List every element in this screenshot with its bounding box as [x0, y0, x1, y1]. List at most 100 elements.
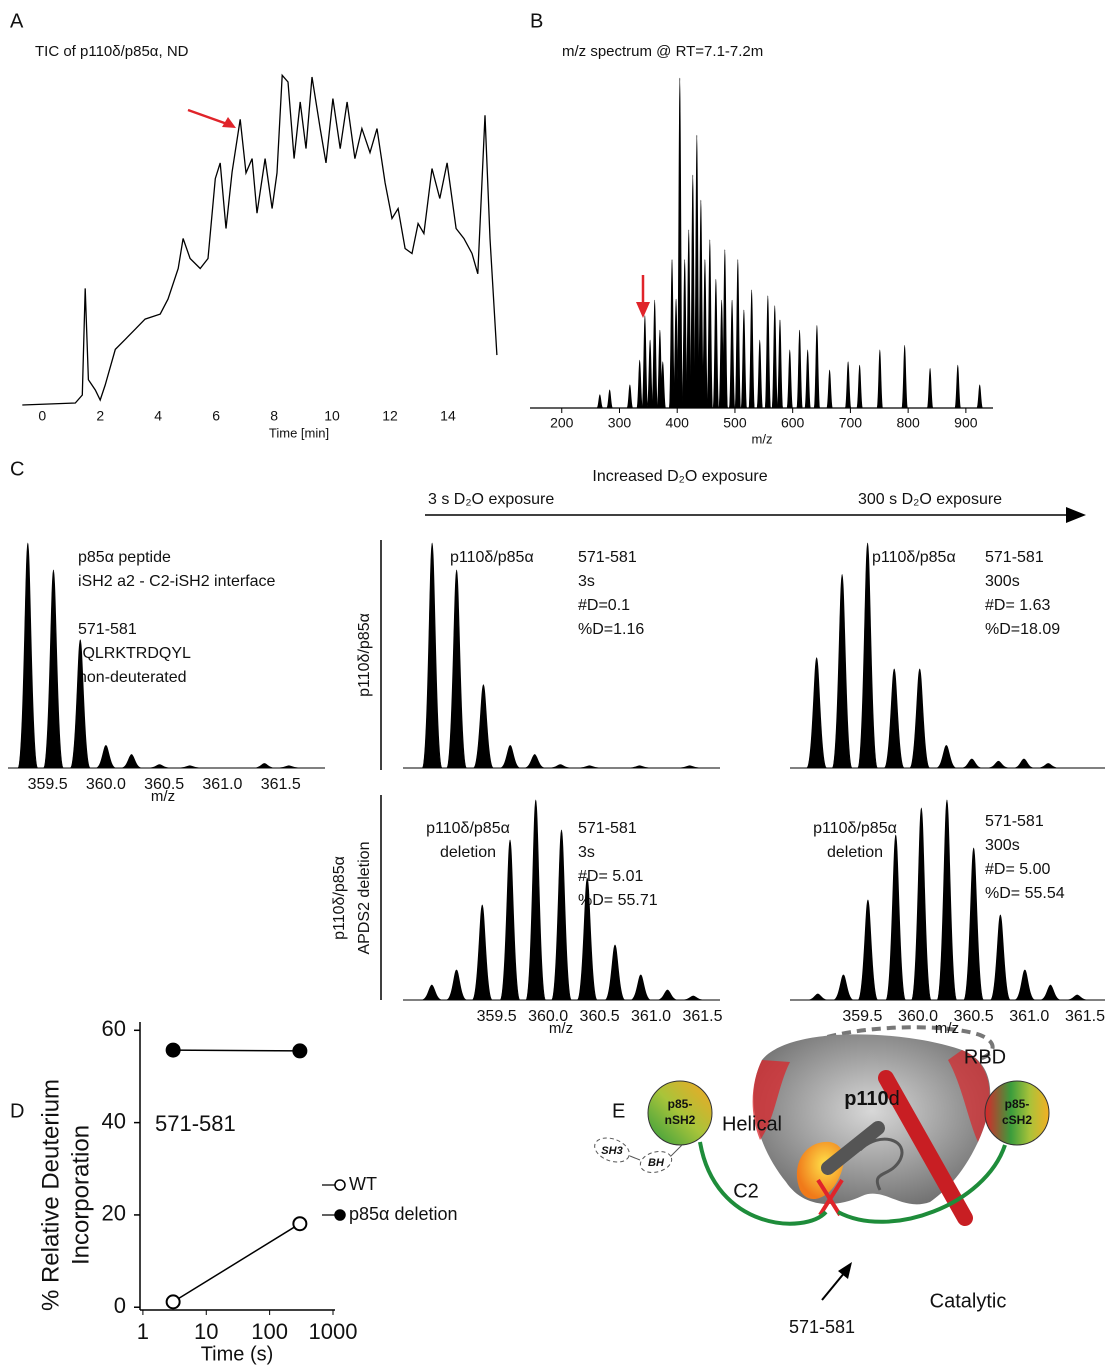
peak [607, 390, 613, 408]
peak [814, 326, 820, 409]
description: p85α peptide [78, 549, 171, 566]
peak [422, 985, 442, 1000]
peak [579, 766, 599, 768]
peak [787, 350, 793, 408]
peak [1015, 970, 1035, 1000]
peak [857, 365, 863, 408]
peak [749, 290, 755, 408]
x-tick-label: 8 [270, 408, 278, 424]
peak [122, 755, 142, 769]
annotation: 571-581 [985, 813, 1044, 830]
x-tick-label: 6 [212, 408, 220, 424]
x-tick-label: 10 [194, 1319, 218, 1344]
annotation: non-deuterated [78, 669, 187, 686]
peak [552, 830, 572, 1000]
peak [472, 905, 492, 1000]
peak [741, 310, 747, 408]
peak [911, 808, 931, 1000]
peak [702, 260, 708, 409]
sample-label: deletion [827, 844, 883, 861]
peak [797, 330, 803, 408]
peak [964, 848, 984, 1000]
peak [658, 990, 678, 1000]
series-line [173, 1050, 300, 1051]
peak [729, 300, 735, 408]
row-label: APDS2 deletion [356, 842, 373, 955]
x-tick-label: 200 [550, 415, 574, 431]
peak [858, 543, 878, 768]
peak [150, 765, 170, 768]
label-sh3: SH3 [601, 1145, 622, 1157]
peak [279, 766, 299, 768]
peak [1067, 995, 1087, 1000]
x-axis-label: Time [min] [269, 425, 329, 440]
x-tick-label: 2 [96, 408, 104, 424]
peak [447, 570, 467, 768]
header-label: Increased D₂O exposure [592, 468, 767, 485]
x-tick-label: 361.0 [1009, 1008, 1049, 1025]
x-tick-label: 360.5 [580, 1008, 620, 1025]
peak [525, 755, 545, 769]
arrow [188, 110, 230, 125]
x-tick-label: 600 [781, 415, 805, 431]
peak [647, 340, 653, 408]
peak [637, 360, 643, 408]
row-label: p110δ/p85α [331, 856, 348, 940]
peak [858, 900, 878, 1000]
point [167, 1295, 180, 1308]
panel-letter: C [10, 458, 24, 480]
annotation: %D=18.09 [985, 621, 1060, 638]
series-line [173, 1224, 300, 1302]
peak [827, 370, 833, 408]
peak [955, 365, 961, 408]
peak [627, 385, 633, 408]
peak [962, 759, 982, 768]
peak [1040, 985, 1060, 1000]
peak [735, 260, 741, 409]
legend-label: p85α deletion [349, 1204, 458, 1224]
x-tick-label: 1000 [309, 1319, 358, 1344]
annotation: IQLRKTRDQYL [78, 645, 191, 662]
peak [886, 835, 906, 1000]
peak [713, 279, 719, 408]
x-tick-label: 300 [608, 415, 632, 431]
annotation: %D= 55.54 [985, 885, 1065, 902]
y-tick-label: 20 [102, 1201, 126, 1226]
label-c2: C2 [733, 1180, 759, 1202]
connector [630, 1156, 640, 1160]
arrow-head [636, 302, 650, 318]
x-tick-label: 800 [896, 415, 920, 431]
connector [671, 1145, 682, 1156]
peak [642, 316, 648, 408]
label-rbd: RBD [964, 1046, 1006, 1068]
panel-letter: A [10, 10, 24, 32]
header-start: 3 s D₂O exposure [428, 491, 554, 508]
panel-letter: D [10, 1100, 24, 1122]
peak [833, 975, 853, 1000]
x-tick-label: 359.5 [28, 776, 68, 793]
peak [832, 575, 852, 769]
x-tick-label: 10 [324, 408, 340, 424]
x-tick-label: 361.5 [682, 1008, 722, 1025]
x-tick-label: 1 [137, 1319, 149, 1344]
sample-label: p110δ/p85α [450, 549, 534, 566]
peak [845, 362, 851, 408]
label-csh2: cSH2 [1002, 1113, 1032, 1127]
point [293, 1044, 306, 1057]
legend-marker [335, 1210, 345, 1220]
point [293, 1217, 306, 1230]
peak [808, 994, 828, 1000]
peak [180, 766, 200, 768]
x-tick-label: 359.5 [842, 1008, 882, 1025]
peak [990, 915, 1010, 1000]
annotation: 300s [985, 573, 1020, 590]
x-tick-label: 14 [440, 408, 456, 424]
y-axis-label: Incorporation [67, 1125, 94, 1265]
peak [902, 345, 908, 408]
chart-title: m/z spectrum @ RT=7.1-7.2m [562, 43, 763, 60]
peak [254, 764, 274, 769]
peak [757, 340, 763, 408]
peak [680, 766, 700, 768]
peak [772, 306, 778, 408]
arrow [822, 1272, 845, 1300]
